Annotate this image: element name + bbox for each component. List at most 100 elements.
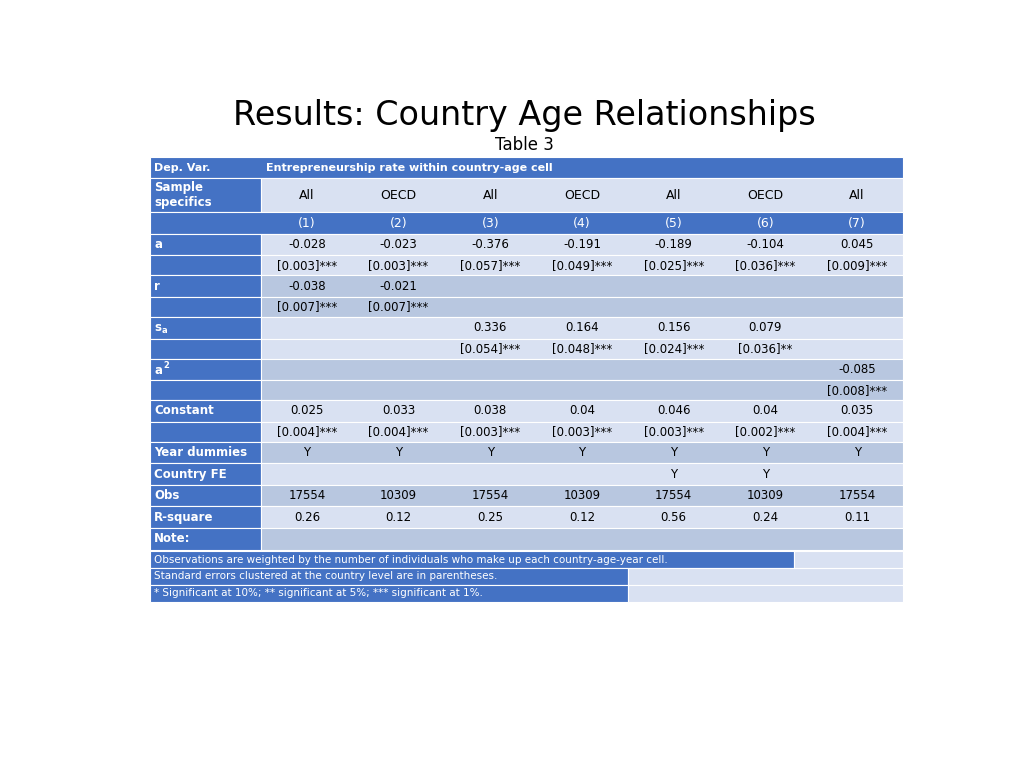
Text: 10309: 10309	[563, 489, 600, 502]
Bar	[150, 276, 261, 297]
Text: [0.007]***: [0.007]***	[369, 300, 429, 313]
Text: -0.028: -0.028	[288, 238, 326, 251]
Bar	[261, 442, 903, 463]
Text: All: All	[666, 189, 681, 202]
Text: a: a	[155, 238, 163, 251]
Text: Country FE: Country FE	[155, 468, 227, 481]
Text: 0.033: 0.033	[382, 405, 415, 418]
Text: -0.023: -0.023	[380, 238, 418, 251]
Text: (3): (3)	[481, 217, 499, 230]
Bar	[261, 178, 903, 212]
Bar	[150, 463, 261, 485]
Text: (5): (5)	[665, 217, 683, 230]
Text: Constant: Constant	[155, 405, 214, 418]
Bar	[261, 359, 903, 380]
Text: 0.038: 0.038	[474, 405, 507, 418]
Text: 17554: 17554	[655, 489, 692, 502]
Bar	[261, 528, 903, 550]
Text: r: r	[155, 280, 160, 293]
Text: 0.04: 0.04	[753, 405, 778, 418]
Bar	[261, 463, 903, 485]
Text: 2: 2	[163, 361, 169, 370]
Bar	[150, 506, 261, 528]
Text: [0.049]***: [0.049]***	[552, 259, 612, 272]
Text: Y: Y	[486, 446, 494, 459]
Text: 0.24: 0.24	[753, 511, 778, 524]
Text: [0.004]***: [0.004]***	[369, 425, 429, 439]
Bar	[261, 276, 903, 297]
Bar	[261, 339, 903, 359]
Text: [0.003]***: [0.003]***	[644, 425, 703, 439]
Bar	[628, 568, 903, 585]
Text: [0.008]***: [0.008]***	[827, 384, 887, 396]
Text: Y: Y	[579, 446, 586, 459]
Bar	[150, 317, 261, 339]
Text: (4): (4)	[573, 217, 591, 230]
Text: 0.04: 0.04	[569, 405, 595, 418]
Text: Y: Y	[762, 468, 769, 481]
Text: Y: Y	[854, 446, 861, 459]
Text: Y: Y	[303, 446, 310, 459]
Text: 10309: 10309	[746, 489, 784, 502]
Text: -0.376: -0.376	[471, 238, 509, 251]
Bar	[150, 442, 261, 463]
Bar	[150, 256, 261, 276]
Text: a: a	[162, 326, 168, 335]
Text: Year dummies: Year dummies	[155, 446, 248, 459]
Text: 0.336: 0.336	[473, 321, 507, 334]
Text: Y: Y	[395, 446, 402, 459]
Text: -0.021: -0.021	[380, 280, 418, 293]
Text: Dep. Var.: Dep. Var.	[155, 163, 211, 173]
Text: [0.003]***: [0.003]***	[369, 259, 429, 272]
Bar	[150, 568, 628, 585]
Bar	[261, 297, 903, 317]
Bar	[150, 528, 261, 550]
Text: (6): (6)	[757, 217, 774, 230]
Text: 0.025: 0.025	[290, 405, 324, 418]
Text: 0.164: 0.164	[565, 321, 599, 334]
Text: [0.007]***: [0.007]***	[276, 300, 337, 313]
Bar	[150, 359, 261, 380]
Bar	[261, 256, 903, 276]
Text: * Significant at 10%; ** significant at 5%; *** significant at 1%.: * Significant at 10%; ** significant at …	[155, 588, 483, 598]
Text: 0.11: 0.11	[844, 511, 870, 524]
Text: [0.003]***: [0.003]***	[552, 425, 612, 439]
Text: [0.036]***: [0.036]***	[735, 259, 796, 272]
Bar	[150, 400, 261, 422]
Bar	[150, 212, 903, 233]
Text: OECD: OECD	[381, 189, 417, 202]
Text: [0.009]***: [0.009]***	[827, 259, 887, 272]
Text: R-square: R-square	[155, 511, 214, 524]
Bar	[261, 233, 903, 256]
Text: OECD: OECD	[564, 189, 600, 202]
Bar	[150, 422, 261, 442]
Text: OECD: OECD	[748, 189, 783, 202]
Text: Obs: Obs	[155, 489, 180, 502]
Bar	[150, 339, 261, 359]
Text: 0.25: 0.25	[477, 511, 503, 524]
Text: 0.12: 0.12	[385, 511, 412, 524]
Text: 0.12: 0.12	[569, 511, 595, 524]
Text: All: All	[299, 189, 314, 202]
Text: 17554: 17554	[839, 489, 876, 502]
Text: Sample
specifics: Sample specifics	[155, 181, 212, 210]
Text: [0.004]***: [0.004]***	[827, 425, 887, 439]
Bar	[261, 485, 903, 506]
Bar	[150, 178, 261, 212]
Text: -0.085: -0.085	[839, 362, 876, 376]
Text: 0.046: 0.046	[657, 405, 690, 418]
Text: Y: Y	[762, 446, 769, 459]
Bar	[261, 422, 903, 442]
Bar	[150, 157, 903, 178]
Text: 0.56: 0.56	[660, 511, 687, 524]
Text: 0.045: 0.045	[841, 238, 873, 251]
Text: [0.054]***: [0.054]***	[460, 342, 520, 355]
Text: 0.156: 0.156	[657, 321, 690, 334]
Text: Standard errors clustered at the country level are in parentheses.: Standard errors clustered at the country…	[155, 571, 498, 581]
Text: [0.003]***: [0.003]***	[460, 425, 520, 439]
Text: Table 3: Table 3	[496, 135, 554, 154]
Bar	[794, 551, 903, 568]
Text: All: All	[849, 189, 865, 202]
Bar	[261, 380, 903, 400]
Text: Note:: Note:	[155, 532, 190, 545]
